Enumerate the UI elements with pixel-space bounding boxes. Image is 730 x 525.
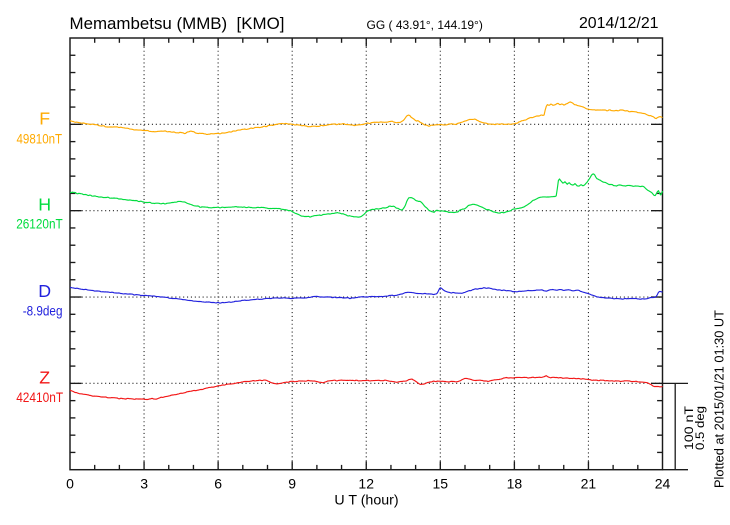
svg-text:6: 6 — [214, 476, 222, 492]
svg-text:Memambetsu (MMB) [KMO]: Memambetsu (MMB) [KMO] — [70, 14, 285, 33]
svg-text:15: 15 — [433, 476, 449, 492]
svg-text:9: 9 — [288, 476, 296, 492]
svg-text:0: 0 — [66, 476, 74, 492]
svg-text:100 nT: 100 nT — [682, 405, 696, 450]
svg-text:-8.9deg: -8.9deg — [23, 303, 63, 318]
svg-text:49810nT: 49810nT — [17, 131, 63, 146]
svg-text:H: H — [38, 195, 51, 215]
svg-text:18: 18 — [507, 476, 523, 492]
svg-text:26120nT: 26120nT — [16, 217, 63, 232]
svg-text:2014/12/21: 2014/12/21 — [579, 15, 659, 32]
svg-text:D: D — [38, 281, 51, 301]
svg-text:3: 3 — [140, 476, 148, 492]
svg-text:Z: Z — [39, 367, 50, 387]
svg-text:24: 24 — [655, 476, 671, 492]
svg-text:12: 12 — [358, 476, 374, 492]
svg-text:GG ( 43.91°, 144.19°): GG ( 43.91°, 144.19°) — [367, 18, 483, 32]
svg-text:F: F — [39, 108, 50, 128]
svg-text:Plotted at 2015/01/21 01:30 UT: Plotted at 2015/01/21 01:30 UT — [711, 310, 726, 488]
svg-text:0.5 deg: 0.5 deg — [693, 406, 707, 450]
svg-text:42410nT: 42410nT — [16, 390, 63, 405]
svg-text:U T (hour): U T (hour) — [334, 493, 398, 509]
svg-text:21: 21 — [581, 476, 597, 492]
